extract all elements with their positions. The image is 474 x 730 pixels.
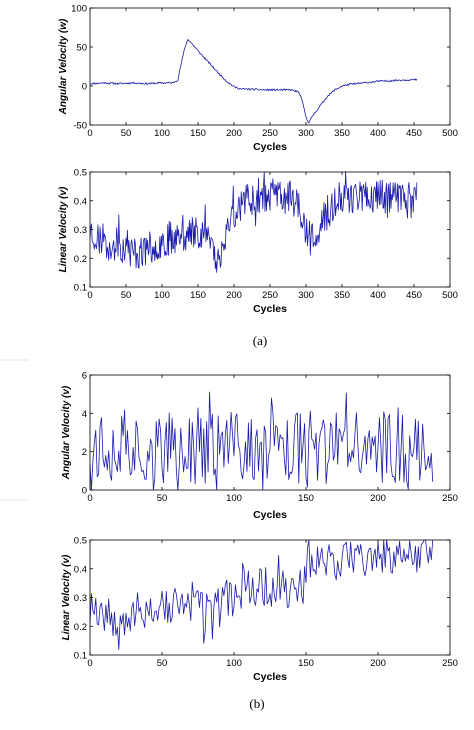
x-tick-label: 150 [190,290,206,301]
y-tick-label: 0.2 [74,254,87,265]
y-tick-label: 0.3 [74,593,87,604]
y-axis-label: Linear Velocity (v) [61,554,72,640]
y-axis-label: Angular Velocity (w) [58,18,69,115]
x-axis-label: Cycles [253,141,287,153]
x-tick-label: 250 [442,493,458,504]
caption-a: (a) [253,333,267,348]
x-axis-label: Cycles [253,671,287,683]
x-tick-label: 250 [442,658,458,669]
x-tick-label: 350 [334,290,350,301]
x-tick-label: 0 [87,658,92,669]
x-axis-label: Cycles [253,509,287,521]
y-axis-label: Linear Velocity (v) [58,186,69,272]
y-tick-label: 2 [82,447,87,458]
chart-panel: 0 50 100 150 200 250 0.1 0.2 0.3 0.4 0.5 Cycles Line… [61,536,458,684]
x-tick-label: 150 [298,658,314,669]
y-tick-label: 0.5 [74,168,87,179]
y-tick-label: 100 [71,4,87,15]
x-tick-label: 100 [226,658,242,669]
x-tick-label: 50 [157,493,168,504]
series-line [89,539,434,651]
series-line [89,171,418,273]
x-tick-label: 0 [87,493,92,504]
x-tick-label: 100 [154,128,170,139]
x-tick-label: 0 [87,128,92,139]
y-tick-label: 6 [82,371,87,382]
x-tick-label: 150 [190,128,206,139]
x-tick-label: 50 [121,290,132,301]
x-tick-label: 400 [370,128,386,139]
x-tick-label: 300 [298,290,314,301]
y-tick-label: 0.3 [74,225,87,236]
x-tick-label: 100 [226,493,242,504]
y-tick-label: -50 [73,121,87,132]
x-tick-label: 0 [87,290,92,301]
x-tick-label: 500 [442,128,458,139]
x-tick-label: 50 [121,128,132,139]
x-tick-label: 150 [298,493,314,504]
x-tick-label: 450 [406,128,422,139]
x-axis-label: Cycles [253,303,287,315]
series-line [89,391,434,491]
chart-panel: 0 50 100 150 200 250 0 2 4 6 Cycles Angular Velocit… [61,371,458,522]
y-tick-label: 4 [82,409,87,420]
x-tick-label: 350 [334,128,350,139]
x-tick-label: 500 [442,290,458,301]
y-tick-label: 0 [82,486,87,497]
x-tick-label: 450 [406,290,422,301]
x-tick-label: 100 [154,290,170,301]
x-tick-label: 400 [370,290,386,301]
x-tick-label: 250 [262,290,278,301]
y-tick-label: 50 [76,43,87,54]
x-tick-label: 200 [226,128,242,139]
y-tick-label: 0.4 [74,564,87,575]
caption-b: (b) [249,696,264,711]
x-tick-label: 50 [157,658,168,669]
x-tick-label: 300 [298,128,314,139]
x-tick-label: 250 [262,128,278,139]
y-tick-label: 0 [82,82,87,93]
y-tick-label: 0.1 [74,283,87,294]
chart-panel: 0 50 100 150 200 250 300 350 400 450 500 0.1 0.2 0.3 0… [58,168,458,316]
x-tick-label: 200 [226,290,242,301]
x-tick-label: 200 [370,493,386,504]
series-line [89,39,418,124]
plot-frame [89,374,451,491]
chart-panel: 0 50 100 150 200 250 300 350 400 450 500-50050100C… [58,4,458,154]
y-axis-label: Angular Velocity (v) [61,385,72,480]
x-tick-label: 200 [370,658,386,669]
y-tick-label: 0.1 [74,651,87,662]
chart-panels: 0 50 100 150 200 250 300 350 400 450 500-50050100C… [58,4,458,684]
y-tick-label: 0.5 [74,536,87,547]
y-tick-label: 0.4 [74,196,87,207]
y-tick-label: 0.2 [74,622,87,633]
